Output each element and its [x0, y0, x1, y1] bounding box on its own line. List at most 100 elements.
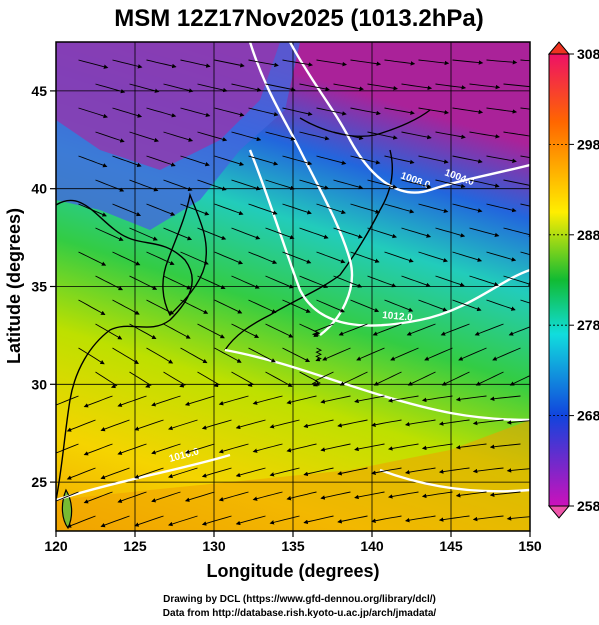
- streamline: [56, 443, 79, 454]
- streamline: [455, 443, 487, 450]
- streamline: [401, 131, 432, 140]
- streamline: [520, 203, 530, 207]
- streamline: [333, 227, 363, 239]
- colorbar-top-triangle: [547, 41, 571, 55]
- streamline: [506, 420, 530, 425]
- streamline: [469, 131, 500, 139]
- streamline: [66, 419, 96, 432]
- streamline: [248, 107, 279, 117]
- streamline: [269, 515, 300, 525]
- y-tick-label: 25: [31, 474, 47, 490]
- streamline: [405, 419, 436, 427]
- streamline: [252, 491, 283, 501]
- streamline: [418, 299, 448, 312]
- streamline: [214, 107, 245, 117]
- streamline: [455, 395, 487, 402]
- streamline: [350, 299, 380, 313]
- streamline: [168, 515, 198, 527]
- streamline: [469, 275, 499, 287]
- streamline: [231, 227, 261, 240]
- streamline: [371, 515, 402, 523]
- streamline: [503, 227, 530, 237]
- streamline: [354, 443, 385, 452]
- streamline: [282, 203, 312, 215]
- streamline: [197, 275, 226, 290]
- streamline: [231, 275, 260, 289]
- streamline: [231, 131, 262, 142]
- colorbar-tick-label: 298: [577, 136, 599, 152]
- streamline: [78, 251, 107, 266]
- coastline-korea: [162, 192, 207, 317]
- streamline: [313, 323, 334, 336]
- streamline: [520, 299, 530, 304]
- streamline: [303, 419, 334, 429]
- streamline: [134, 419, 164, 431]
- streamline: [66, 515, 96, 528]
- streamline: [168, 467, 198, 479]
- colorbar-tick-label: 278: [577, 317, 599, 333]
- coastline-asia: [56, 199, 193, 501]
- streamline: [151, 443, 181, 455]
- streamline: [407, 371, 436, 386]
- streamline: [180, 59, 211, 68]
- streamline: [112, 299, 140, 315]
- map-title: MSM 12Z17Nov2025 (1013.2hPa): [114, 5, 484, 32]
- streamline: [146, 251, 175, 265]
- streamline: [350, 59, 382, 66]
- streamline: [503, 275, 530, 286]
- streamline: [337, 515, 368, 524]
- streamline: [350, 203, 381, 214]
- streamline: [367, 275, 397, 288]
- x-tick-label: 135: [281, 538, 305, 554]
- streamline: [435, 83, 467, 90]
- streamline: [214, 299, 243, 314]
- streamline: [78, 59, 109, 69]
- streamline: [299, 275, 329, 289]
- streamline: [214, 251, 244, 265]
- streamline: [265, 227, 295, 240]
- streamline: [337, 467, 368, 476]
- x-axis-ticks: 120 125 130 135 140 145 150: [44, 531, 542, 554]
- streamline: [367, 179, 398, 189]
- streamline: [367, 83, 398, 91]
- streamline: [388, 395, 419, 403]
- streamline: [163, 275, 192, 290]
- streamline: [486, 155, 517, 163]
- streamline: [265, 371, 293, 387]
- streamline: [112, 59, 143, 69]
- streamline: [316, 203, 346, 215]
- streamline: [384, 59, 416, 66]
- streamline: [112, 203, 142, 217]
- streamline: [248, 155, 279, 166]
- streamline: [95, 227, 124, 241]
- streamline: [78, 347, 105, 365]
- y-tick-label: 45: [31, 83, 47, 99]
- streamline: [418, 203, 449, 214]
- streamline: [458, 347, 487, 361]
- contour-label-1012: 1012.0: [382, 310, 414, 324]
- streamline: [129, 83, 160, 93]
- streamline: [486, 251, 517, 262]
- streamline: [438, 515, 470, 522]
- streamline: [384, 251, 414, 263]
- streamline: [356, 347, 385, 361]
- streamline: [163, 179, 193, 192]
- x-axis-label: Longitude (degrees): [206, 561, 379, 581]
- streamline: [316, 107, 347, 116]
- streamline: [299, 131, 330, 141]
- streamline: [338, 323, 368, 336]
- streamline: [440, 323, 470, 336]
- y-tick-label: 40: [31, 181, 47, 197]
- streamline: [441, 371, 470, 386]
- streamline: [265, 275, 294, 289]
- x-tick-label: 130: [202, 538, 226, 554]
- streamline: [235, 467, 266, 478]
- streamline: [384, 155, 415, 165]
- streamline: [503, 179, 530, 188]
- y-axis-ticks: 25 30 35 40 45: [31, 83, 56, 490]
- streamline: [180, 107, 211, 118]
- streamline: [486, 203, 517, 213]
- streamline: [214, 347, 242, 363]
- streamline: [282, 59, 313, 67]
- streamline: [100, 467, 130, 480]
